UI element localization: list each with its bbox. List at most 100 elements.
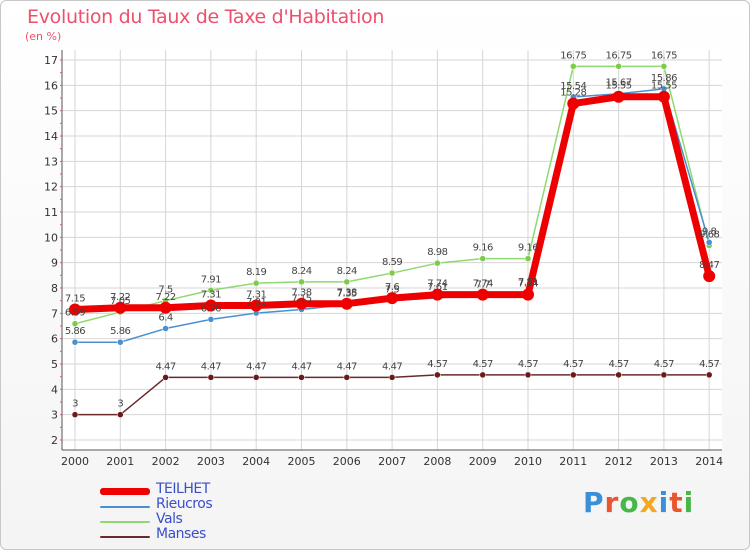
y-tick-label: 7 <box>51 307 58 320</box>
data-point-teilhet <box>386 292 399 305</box>
data-label-vals: 9.16 <box>518 243 538 254</box>
logo-letter: t <box>669 486 684 519</box>
data-label-teilhet: 7.15 <box>65 294 85 305</box>
data-label-manses: 4.47 <box>155 361 175 372</box>
x-tick-label: 2012 <box>605 455 633 468</box>
data-label-teilhet: 7.31 <box>201 289 221 300</box>
data-label-vals: 7.05 <box>110 296 130 307</box>
y-tick-label: 16 <box>44 79 58 92</box>
legend-swatch <box>100 520 150 523</box>
x-tick-label: 2003 <box>197 455 225 468</box>
data-label-manses: 4.47 <box>337 361 357 372</box>
data-label-rieucros: 7.5 <box>385 285 400 296</box>
y-tick-label: 2 <box>51 434 58 447</box>
data-label-rieucros: 7.01 <box>246 297 266 308</box>
data-label-vals: 8.59 <box>382 257 402 268</box>
data-point-vals <box>570 63 577 70</box>
data-point-teilhet <box>69 303 81 316</box>
data-label-rieucros: 7.35 <box>337 288 357 299</box>
data-label-rieucros: 7.81 <box>518 277 538 288</box>
data-point-manses <box>705 371 713 379</box>
x-tick-label: 2009 <box>469 455 497 468</box>
x-tick-label: 2005 <box>288 455 316 468</box>
legend-swatch <box>100 535 150 538</box>
data-label-vals: 8.24 <box>291 266 311 277</box>
data-point-manses <box>434 371 441 379</box>
y-tick-label: 14 <box>44 130 58 143</box>
data-label-rieucros: 7.61 <box>427 282 447 293</box>
data-point-teilhet <box>114 301 127 314</box>
logo-letter: r <box>604 486 620 519</box>
data-label-rieucros: 15.54 <box>560 81 586 92</box>
x-tick-label: 2002 <box>152 455 180 468</box>
data-label-manses: 4.47 <box>291 361 311 372</box>
x-tick-label: 2010 <box>514 455 542 468</box>
data-point-manses <box>388 374 396 381</box>
data-point-rieucros <box>71 338 79 346</box>
data-label-manses: 4.57 <box>608 359 628 370</box>
data-label-teilhet: 7.38 <box>337 288 357 299</box>
data-point-teilhet <box>522 288 534 301</box>
data-label-manses: 4.57 <box>563 359 583 370</box>
data-label-vals: 9.16 <box>473 243 493 254</box>
data-point-manses <box>207 374 215 381</box>
data-label-manses: 4.47 <box>382 361 402 372</box>
data-label-vals: 9.68 <box>699 229 719 240</box>
data-label-teilhet: 7.74 <box>518 279 538 290</box>
logo-letter: i <box>658 486 670 519</box>
data-label-manses: 4.47 <box>201 361 221 372</box>
chart-title: Evolution du Taux de Taxe d'Habitation <box>27 6 385 28</box>
data-point-teilhet <box>567 97 580 110</box>
data-point-vals <box>388 269 396 277</box>
data-label-teilhet: 7.22 <box>155 292 175 303</box>
proxiti-logo: Proxiti <box>583 486 694 519</box>
data-point-vals <box>479 255 486 262</box>
legend-label: Vals <box>156 511 183 527</box>
data-label-teilhet: 7.31 <box>246 289 266 300</box>
data-point-vals <box>252 279 260 287</box>
data-point-rieucros <box>162 325 169 332</box>
data-label-manses: 4.57 <box>654 359 674 370</box>
y-tick-label: 3 <box>51 409 58 422</box>
data-point-vals <box>343 278 351 286</box>
y-tick-label: 8 <box>51 282 58 295</box>
logo-letter: i <box>683 486 695 519</box>
data-label-manses: 3 <box>117 399 123 410</box>
data-label-vals: 7.91 <box>201 274 221 285</box>
data-label-rieucros: 15.86 <box>651 73 677 84</box>
data-label-manses: 4.57 <box>699 359 719 370</box>
data-point-vals <box>615 63 622 70</box>
y-tick-label: 5 <box>51 358 58 371</box>
logo-letter: x <box>639 486 659 519</box>
y-tick-label: 17 <box>44 54 58 67</box>
data-label-rieucros: 5.86 <box>110 326 130 337</box>
data-label-vals: 8.24 <box>337 266 357 277</box>
data-point-rieucros <box>705 239 713 246</box>
data-point-teilhet <box>476 288 489 301</box>
data-point-manses <box>117 411 124 418</box>
legend-swatch <box>100 505 150 508</box>
data-point-rieucros <box>207 316 215 323</box>
y-tick-label: 6 <box>51 333 58 346</box>
data-point-teilhet <box>703 270 716 283</box>
data-label-teilhet: 7.74 <box>473 279 493 290</box>
data-point-teilhet <box>250 299 263 312</box>
y-tick-label: 9 <box>51 257 58 270</box>
data-point-teilhet <box>431 288 444 301</box>
data-label-manses: 4.57 <box>427 359 447 370</box>
y-tick-label: 10 <box>44 231 58 244</box>
data-label-vals: 8.19 <box>246 267 266 278</box>
legend-label: TEILHET <box>156 481 210 497</box>
data-label-rieucros: 5.86 <box>65 326 85 337</box>
data-point-teilhet <box>295 297 308 310</box>
data-label-teilhet: 15.28 <box>560 88 586 99</box>
data-point-rieucros <box>117 338 124 346</box>
data-label-teilhet: 8.47 <box>699 260 719 271</box>
data-point-vals <box>660 63 668 70</box>
data-point-teilhet <box>340 297 353 310</box>
y-tick-label: 15 <box>44 105 58 118</box>
x-tick-label: 2000 <box>61 455 89 468</box>
data-point-teilhet <box>204 299 217 312</box>
data-point-manses <box>570 371 577 379</box>
